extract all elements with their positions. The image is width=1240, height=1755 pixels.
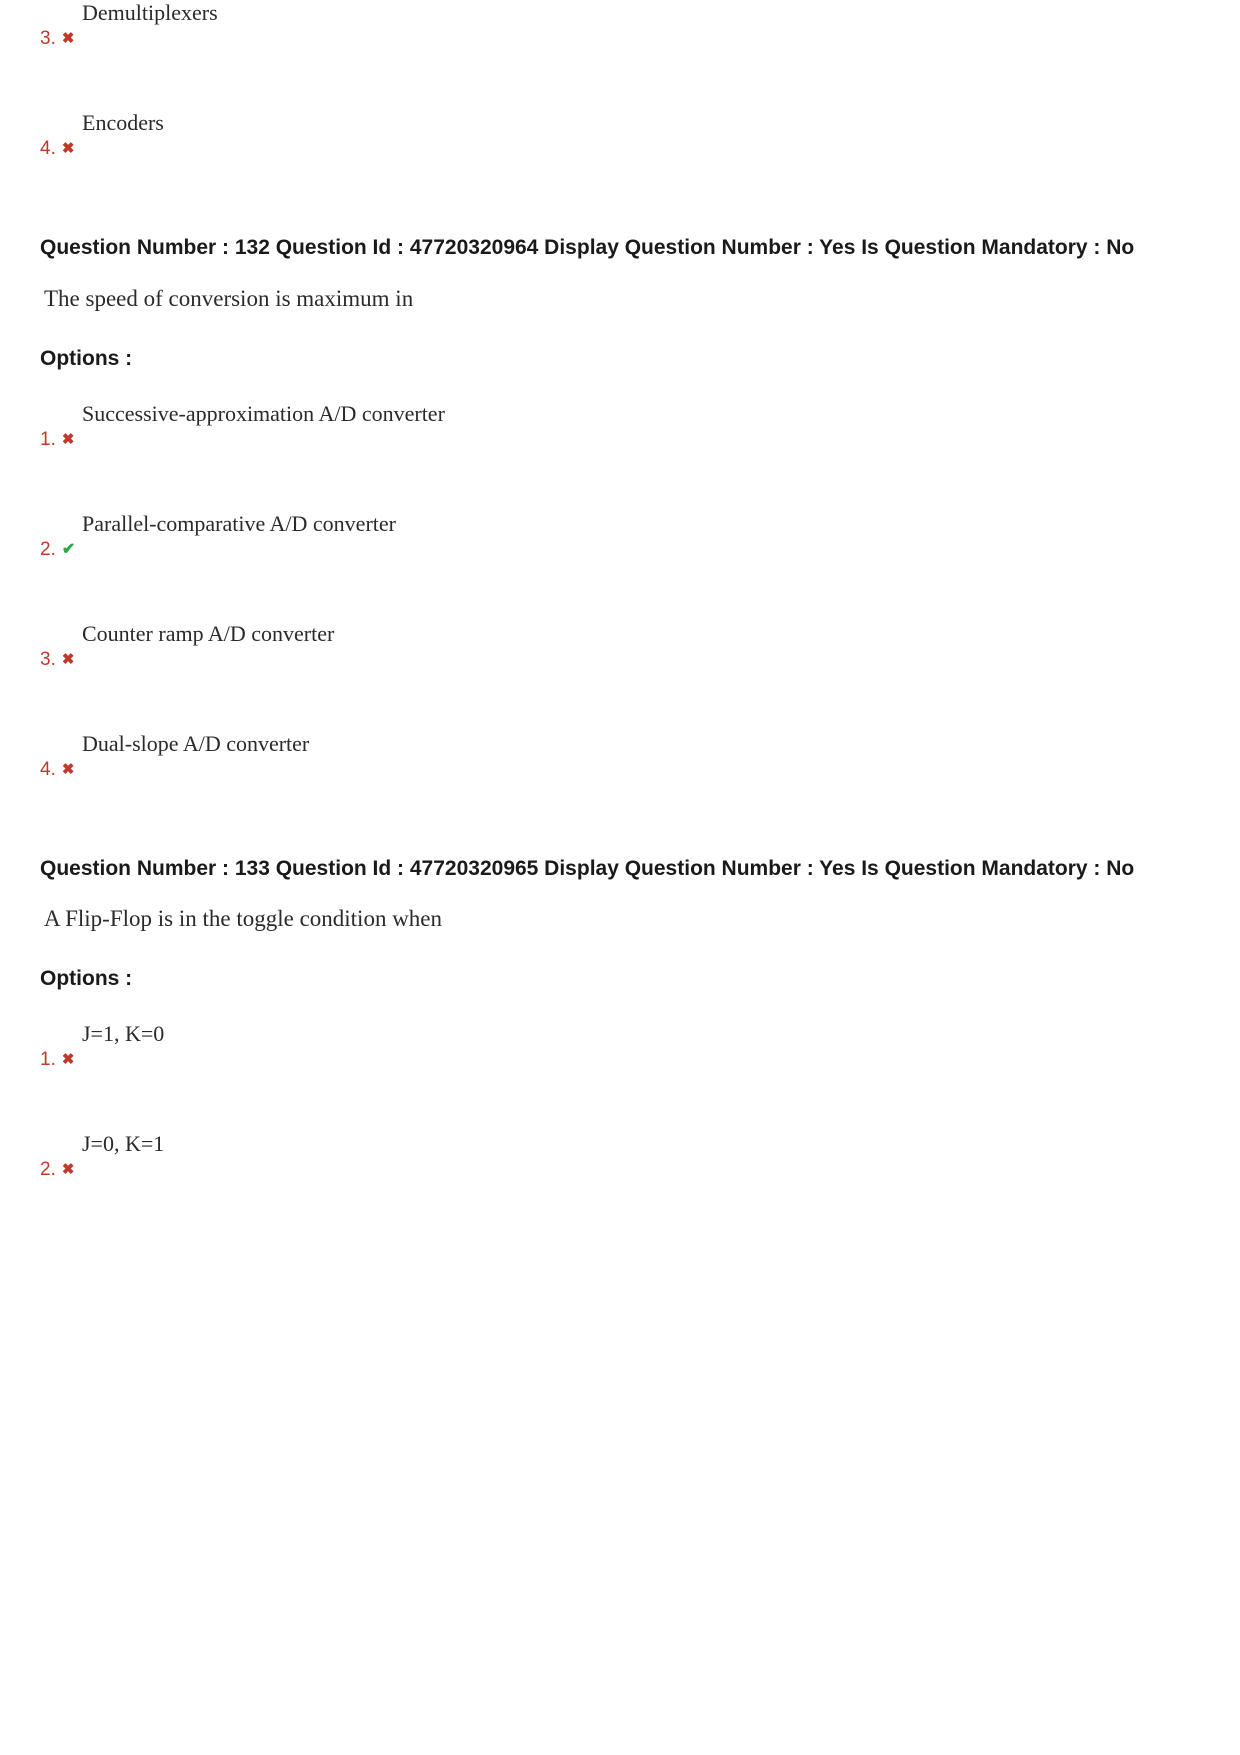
cross-icon: ✖	[62, 139, 75, 157]
option-text: Parallel-comparative A/D converter	[82, 511, 396, 537]
cross-icon: ✖	[62, 1160, 75, 1178]
option-number: 4.	[40, 138, 56, 160]
question-text: The speed of conversion is maximum in	[44, 286, 1200, 312]
question-section: Question Number : 132 Question Id : 4772…	[40, 230, 1200, 781]
cross-icon: ✖	[62, 1050, 75, 1068]
cross-icon: ✖	[62, 760, 75, 778]
option-text: J=1, K=0	[82, 1021, 164, 1047]
option-text: J=0, K=1	[82, 1131, 164, 1157]
cross-icon: ✖	[62, 430, 75, 448]
option-text: Counter ramp A/D converter	[82, 621, 334, 647]
option-marker: 3. ✖	[40, 28, 84, 50]
question-header: Question Number : 133 Question Id : 4772…	[40, 851, 1200, 887]
option-number: 2.	[40, 539, 56, 561]
option-text: Demultiplexers	[82, 0, 218, 26]
option-marker: 1. ✖	[40, 429, 84, 451]
option-number: 3.	[40, 28, 56, 50]
top-options-section: Demultiplexers 3. ✖ Encoders 4. ✖	[40, 0, 1200, 160]
option-number: 2.	[40, 1159, 56, 1181]
option-marker: 3. ✖	[40, 649, 84, 671]
option-number: 1.	[40, 429, 56, 451]
option-item: Dual-slope A/D converter 4. ✖	[40, 731, 1200, 781]
option-marker: 2. ✖	[40, 1159, 84, 1181]
cross-icon: ✖	[62, 650, 75, 668]
options-label: Options :	[40, 347, 1200, 371]
question-section: Question Number : 133 Question Id : 4772…	[40, 851, 1200, 1182]
option-number: 3.	[40, 649, 56, 671]
option-text: Dual-slope A/D converter	[82, 731, 309, 757]
option-text: Encoders	[82, 110, 164, 136]
option-item: J=0, K=1 2. ✖	[40, 1131, 1200, 1181]
option-item: Demultiplexers 3. ✖	[40, 0, 1200, 50]
option-marker: 2. ✔	[40, 539, 85, 561]
option-marker: 4. ✖	[40, 138, 84, 160]
check-icon: ✔	[62, 539, 75, 559]
question-header: Question Number : 132 Question Id : 4772…	[40, 230, 1200, 266]
option-marker: 4. ✖	[40, 759, 84, 781]
cross-icon: ✖	[62, 29, 75, 47]
option-item: Encoders 4. ✖	[40, 110, 1200, 160]
option-number: 1.	[40, 1049, 56, 1071]
option-item: Counter ramp A/D converter 3. ✖	[40, 621, 1200, 671]
question-text: A Flip-Flop is in the toggle condition w…	[44, 906, 1200, 932]
options-label: Options :	[40, 967, 1200, 991]
option-item: J=1, K=0 1. ✖	[40, 1021, 1200, 1071]
option-text: Successive-approximation A/D converter	[82, 401, 445, 427]
option-item: Parallel-comparative A/D converter 2. ✔	[40, 511, 1200, 561]
option-marker: 1. ✖	[40, 1049, 84, 1071]
option-number: 4.	[40, 759, 56, 781]
option-item: Successive-approximation A/D converter 1…	[40, 401, 1200, 451]
